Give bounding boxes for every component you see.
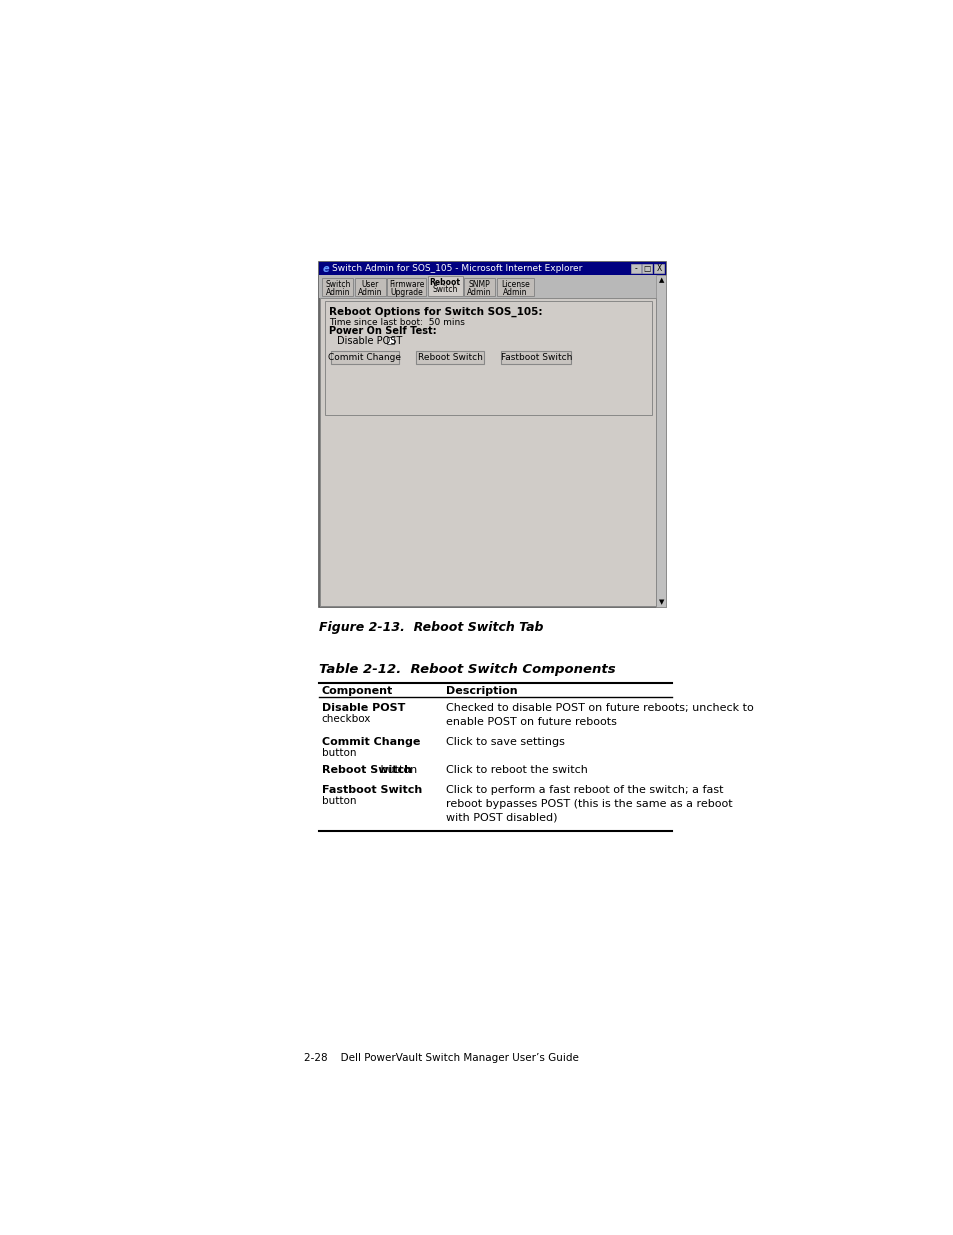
Text: Figure 2-13.  Reboot Switch Tab: Figure 2-13. Reboot Switch Tab	[319, 621, 543, 634]
Text: ▼: ▼	[658, 599, 663, 605]
Bar	[654, 264, 663, 273]
Text: Switch: Switch	[432, 285, 457, 294]
Text: User: User	[361, 280, 378, 289]
Text: Disable POST: Disable POST	[321, 704, 404, 714]
Text: button: button	[321, 748, 355, 758]
Bar	[319, 262, 666, 608]
Text: Time since last boot:  50 mins: Time since last boot: 50 mins	[329, 317, 465, 327]
Bar	[464, 278, 495, 296]
Bar	[427, 275, 462, 296]
Text: Reboot Options for Switch SOS_105:: Reboot Options for Switch SOS_105:	[329, 306, 542, 316]
Text: Reboot Switch: Reboot Switch	[321, 764, 411, 776]
Bar	[319, 275, 656, 299]
Text: Description: Description	[445, 687, 517, 697]
Bar	[331, 351, 398, 364]
Text: Click to perform a fast reboot of the switch; a fast
reboot bypasses POST (this : Click to perform a fast reboot of the sw…	[445, 785, 731, 823]
Text: e: e	[323, 264, 330, 274]
Text: Switch: Switch	[325, 280, 350, 289]
Bar	[387, 278, 426, 296]
Text: X: X	[656, 264, 661, 273]
Bar	[630, 264, 640, 273]
Text: Commit Change: Commit Change	[328, 353, 401, 362]
Bar	[319, 262, 666, 275]
Text: Upgrade: Upgrade	[390, 288, 423, 296]
Text: Commit Change: Commit Change	[321, 737, 419, 747]
Text: checkbox: checkbox	[321, 714, 371, 724]
Text: Reboot: Reboot	[429, 278, 460, 287]
Text: button: button	[377, 764, 417, 776]
Text: License: License	[500, 280, 529, 289]
Text: 2-28    Dell PowerVault Switch Manager User’s Guide: 2-28 Dell PowerVault Switch Manager User…	[303, 1053, 578, 1063]
Bar	[656, 275, 666, 608]
Text: Checked to disable POST on future reboots; uncheck to
enable POST on future rebo: Checked to disable POST on future reboot…	[445, 704, 753, 727]
Bar	[324, 301, 651, 415]
Text: Click to reboot the switch: Click to reboot the switch	[445, 764, 587, 776]
Bar	[641, 264, 652, 273]
Text: Admin: Admin	[467, 288, 492, 296]
Text: ▲: ▲	[658, 278, 663, 284]
Bar	[416, 351, 484, 364]
Text: Disable POST: Disable POST	[336, 336, 402, 346]
Bar	[355, 278, 385, 296]
Bar	[387, 337, 394, 343]
Text: Fastboot Switch: Fastboot Switch	[321, 785, 421, 795]
Text: Admin: Admin	[357, 288, 382, 296]
Text: Admin: Admin	[325, 288, 350, 296]
Bar	[319, 299, 656, 606]
Text: Table 2-12.  Reboot Switch Components: Table 2-12. Reboot Switch Components	[319, 663, 616, 677]
Text: -: -	[634, 264, 637, 273]
Text: Admin: Admin	[502, 288, 527, 296]
Text: Click to save settings: Click to save settings	[445, 737, 564, 747]
Text: □: □	[643, 264, 650, 273]
Bar	[497, 278, 534, 296]
Text: button: button	[321, 795, 355, 805]
Text: Firmware: Firmware	[389, 280, 424, 289]
Text: Power On Self Test:: Power On Self Test:	[329, 326, 436, 336]
Bar	[322, 278, 353, 296]
Text: Reboot Switch: Reboot Switch	[417, 353, 482, 362]
Text: Component: Component	[321, 687, 393, 697]
Text: Switch Admin for SOS_105 - Microsoft Internet Explorer: Switch Admin for SOS_105 - Microsoft Int…	[332, 264, 581, 273]
Text: Fastboot Switch: Fastboot Switch	[500, 353, 571, 362]
Text: SNMP: SNMP	[468, 280, 490, 289]
Bar	[500, 351, 571, 364]
